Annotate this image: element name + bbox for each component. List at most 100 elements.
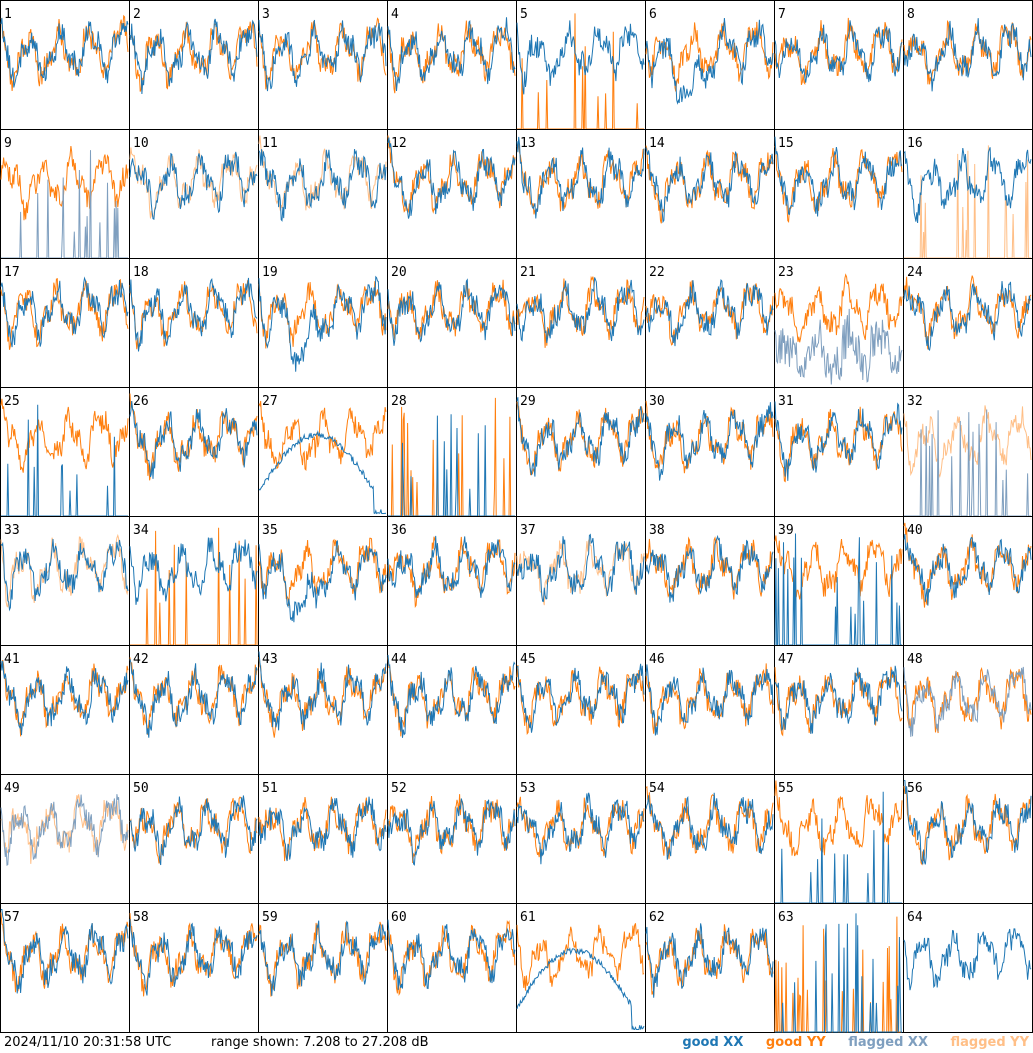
tile-44: 44 xyxy=(387,645,517,775)
tile-label: 24 xyxy=(907,265,923,280)
legend-flagged-xx: flagged XX xyxy=(848,1035,928,1050)
tile-label: 48 xyxy=(907,652,923,667)
tile-label: 41 xyxy=(4,652,20,667)
tile-53: 53 xyxy=(516,774,646,904)
tile-label: 10 xyxy=(133,136,149,151)
legend-good-yy: good YY xyxy=(765,1035,826,1050)
tile-1: 1 xyxy=(0,0,130,130)
series-gx-line xyxy=(129,658,258,738)
series-gy-line xyxy=(387,20,516,94)
tile-label: 12 xyxy=(391,136,407,151)
tile-label: 37 xyxy=(520,523,536,538)
tile-border xyxy=(129,387,259,517)
tile-border xyxy=(645,774,775,904)
series-gy-line xyxy=(387,135,516,214)
tile-35: 35 xyxy=(258,516,388,646)
tile-60: 60 xyxy=(387,903,517,1033)
tile-58: 58 xyxy=(129,903,259,1033)
series-gy-line xyxy=(645,536,773,600)
series-gx-line xyxy=(774,136,903,217)
series-gx-line xyxy=(903,533,1032,606)
tile-label: 54 xyxy=(649,781,665,796)
tile-label: 45 xyxy=(520,652,536,667)
tile-label: 53 xyxy=(520,781,536,796)
series-gx-line xyxy=(645,792,774,860)
tile-34: 34 xyxy=(129,516,259,646)
series-gx-line xyxy=(387,17,516,92)
legend-good-xx: good XX xyxy=(682,1035,744,1050)
tile-label: 8 xyxy=(907,7,915,22)
tile-59: 59 xyxy=(258,903,388,1033)
series-gx-line xyxy=(0,660,129,736)
series-gx-line xyxy=(129,795,258,866)
series-gx-line xyxy=(903,18,1032,92)
series-gx-line xyxy=(387,278,516,346)
tile-40: 40 xyxy=(903,516,1033,646)
tile-label: 14 xyxy=(649,136,665,151)
series-gy-line xyxy=(516,796,645,858)
series-gx-line xyxy=(645,923,774,998)
series-gy-line xyxy=(0,146,129,221)
tile-label: 7 xyxy=(778,7,786,22)
tile-55: 55 xyxy=(774,774,904,904)
tile-25: 25 xyxy=(0,387,130,517)
tile-label: 29 xyxy=(520,394,536,409)
tile-label: 34 xyxy=(133,523,149,538)
tile-48: 48 xyxy=(903,645,1033,775)
series-gx-line xyxy=(516,20,645,95)
series-gx-line xyxy=(258,429,387,515)
tile-label: 56 xyxy=(907,781,923,796)
tile-13: 13 xyxy=(516,129,646,259)
tile-label: 64 xyxy=(907,910,923,925)
series-gy-line xyxy=(258,656,387,738)
tile-37: 37 xyxy=(516,516,646,646)
tile-label: 43 xyxy=(262,652,278,667)
tile-label: 55 xyxy=(778,781,794,796)
tile-label: 30 xyxy=(649,394,665,409)
tile-43: 43 xyxy=(258,645,388,775)
tile-61: 61 xyxy=(516,903,646,1033)
series-gy-line xyxy=(387,919,516,997)
tile-label: 58 xyxy=(133,910,149,925)
series-gx-line xyxy=(903,928,1032,991)
series-gx-line xyxy=(645,402,774,481)
series-gx-line xyxy=(516,397,645,477)
tile-border xyxy=(258,387,388,517)
tile-label: 31 xyxy=(778,394,794,409)
tile-52: 52 xyxy=(387,774,517,904)
tile-57: 57 xyxy=(0,903,130,1033)
tile-label: 18 xyxy=(133,265,149,280)
tile-label: 4 xyxy=(391,7,399,22)
tile-label: 52 xyxy=(391,781,407,796)
tile-29: 29 xyxy=(516,387,646,517)
tile-label: 16 xyxy=(907,136,923,151)
series-gx-line xyxy=(258,539,387,623)
series-gy-line xyxy=(645,663,774,734)
tile-4: 4 xyxy=(387,0,517,130)
tile-26: 26 xyxy=(129,387,259,517)
series-gx-line xyxy=(129,537,258,605)
tile-label: 3 xyxy=(262,7,270,22)
series-gy-line xyxy=(0,398,129,473)
series-gx-line xyxy=(258,651,387,731)
tile-21: 21 xyxy=(516,258,646,388)
series-gx-line xyxy=(258,19,387,92)
series-fy-line xyxy=(903,405,1032,478)
tile-label: 47 xyxy=(778,652,794,667)
series-gx-line xyxy=(387,919,516,990)
tile-label: 49 xyxy=(4,781,20,796)
tile-24: 24 xyxy=(903,258,1033,388)
tile-label: 62 xyxy=(649,910,665,925)
tile-33: 33 xyxy=(0,516,130,646)
series-fy-line xyxy=(129,147,258,219)
tile-42: 42 xyxy=(129,645,259,775)
series-gy-line xyxy=(774,780,903,857)
tile-label: 1 xyxy=(4,7,12,22)
series-gy-line xyxy=(516,664,645,735)
tile-54: 54 xyxy=(645,774,775,904)
series-gx-line xyxy=(903,780,1032,865)
series-gy-line xyxy=(903,785,1032,866)
tile-border xyxy=(645,387,775,517)
tile-border xyxy=(0,0,130,130)
tile-border xyxy=(0,903,130,1033)
